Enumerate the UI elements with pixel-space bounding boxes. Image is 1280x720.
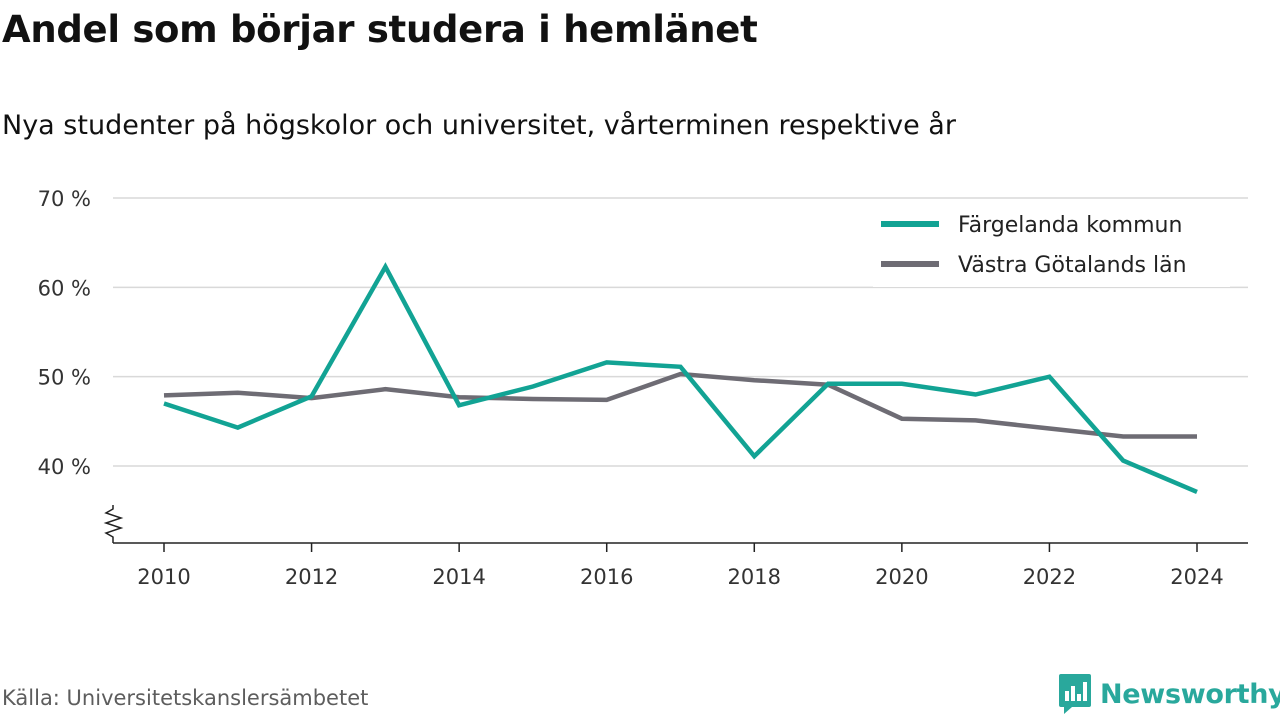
axes — [103, 505, 1248, 544]
y-tick-label: 70 % — [38, 187, 91, 211]
x-tick-label: 2024 — [1170, 565, 1223, 589]
legend: Färgelanda kommun Västra Götalands län — [873, 203, 1230, 287]
x-tick-label: 2022 — [1023, 565, 1076, 589]
source-note: Källa: Universitetskanslersämbetet — [2, 686, 369, 710]
x-tick-label: 2014 — [432, 565, 485, 589]
brand-name: Newsworthy — [1100, 678, 1280, 710]
newsworthy-logo-icon — [1059, 674, 1091, 714]
x-tick-label: 2020 — [875, 565, 928, 589]
y-tick-label: 60 % — [38, 276, 91, 300]
brand-logo: Newsworthy — [1058, 672, 1280, 716]
x-tick-label: 2016 — [580, 565, 633, 589]
legend-label: Västra Götalands län — [958, 253, 1187, 278]
y-tick-label: 50 % — [38, 366, 91, 390]
series-line — [163, 371, 1197, 439]
chart-subtitle: Nya studenter på högskolor och universit… — [2, 110, 956, 141]
y-tick-label: 40 % — [38, 455, 91, 479]
series-lines — [163, 262, 1198, 494]
x-axis-ticks: 2010 2012 2014 2016 2018 2020 2022 2024 — [137, 543, 1224, 589]
legend-label: Färgelanda kommun — [958, 213, 1182, 238]
line-chart: 40 % 50 % 60 % 70 % 2010 2012 2014 2016 2018 202… — [38, 187, 1248, 589]
gridlines — [113, 197, 1248, 467]
y-axis-break — [103, 505, 124, 543]
x-tick-label: 2010 — [137, 565, 190, 589]
x-tick-label: 2018 — [728, 565, 781, 589]
series-line — [163, 262, 1198, 494]
y-axis-ticks: 40 % 50 % 60 % 70 % — [38, 187, 91, 479]
x-tick-label: 2012 — [285, 565, 338, 589]
legend-background — [873, 203, 1230, 287]
chart-title: Andel som börjar studera i hemlänet — [2, 8, 758, 51]
